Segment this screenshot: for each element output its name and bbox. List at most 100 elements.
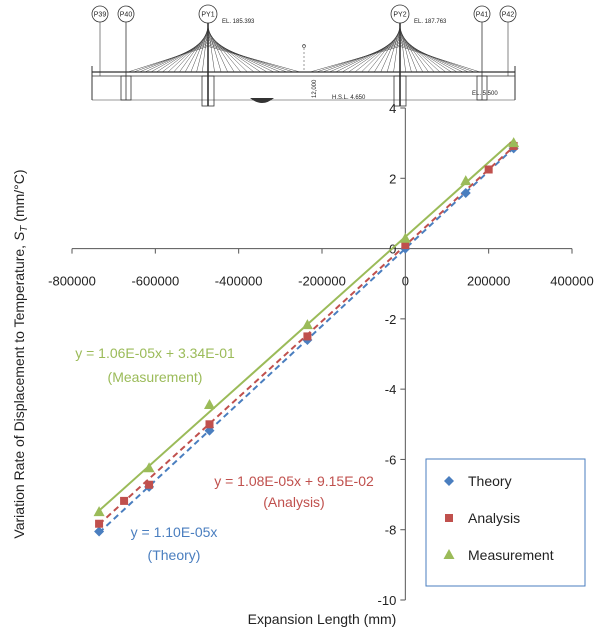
data-point-analysis [145, 480, 154, 489]
x-axis-title: Expansion Length (mm) [248, 611, 397, 627]
cable-right-1-6 [399, 33, 435, 73]
cable-right-0-1 [207, 25, 215, 73]
data-points [93, 137, 520, 537]
legend-marker-theory [444, 476, 454, 486]
cable-right-1-5 [399, 31, 429, 73]
y-tick-label: -4 [385, 382, 397, 397]
cable-left-0-10 [150, 39, 209, 73]
cable-left-1-11 [329, 41, 401, 73]
legend-marker-measurement [443, 549, 455, 559]
cable-left-0-7 [167, 35, 209, 73]
pier-label-p41: P41 [476, 12, 489, 19]
cable-right-0-8 [207, 36, 261, 73]
data-point-theory [94, 526, 105, 537]
y-axis-title: Variation Rate of Displacement to Temper… [11, 169, 30, 538]
cable-left-1-5 [367, 31, 401, 73]
data-point-measurement [93, 506, 105, 517]
y-axis-title-symbol: S [11, 231, 27, 241]
cable-left-0-11 [145, 41, 209, 73]
cable-left-1-9 [342, 38, 401, 73]
y-tick-label: -2 [385, 312, 397, 327]
cable-left-1-8 [348, 36, 401, 73]
legend-label-measurement: Measurement [468, 547, 554, 563]
elev-label-left: EL. 185.393 [222, 19, 255, 25]
cable-right-1-8 [399, 36, 446, 73]
data-point-measurement [508, 137, 520, 148]
data-point-analysis [401, 241, 410, 250]
y-axis-title-unit: (mm/°C) [11, 169, 27, 225]
cable-left-1-6 [361, 33, 401, 73]
legend: Theory Analysis Measurement [425, 458, 586, 587]
cable-right-0-7 [207, 35, 255, 73]
data-point-analysis [205, 420, 214, 429]
data-point-measurement [301, 319, 313, 330]
pier-label-p40: P40 [120, 12, 133, 19]
y-tick-label: -10 [378, 593, 397, 608]
pier-p39: P39 [91, 5, 109, 76]
x-tick-label: -200000 [298, 274, 346, 289]
foundation-blob [250, 98, 274, 103]
pier-p42: P42 [499, 5, 517, 76]
cable-right-1-1 [399, 25, 406, 73]
pier-label-py2: PY2 [393, 12, 406, 19]
cable-left-0-14 [127, 46, 209, 73]
equation-note-analysis: (Analysis) [263, 494, 324, 510]
equation-analysis: y = 1.08E-05x + 9.15E-02 [214, 473, 374, 489]
cable-right-0-9 [207, 38, 268, 73]
cable-right-0-6 [207, 33, 248, 73]
cable-right-1-11 [399, 41, 463, 73]
cable-right-0-5 [207, 31, 242, 73]
elev-label-foot: EL. 5.500 [472, 91, 498, 97]
data-point-measurement [204, 398, 215, 409]
cable-right-1-10 [399, 39, 458, 73]
equation-note-theory: (Theory) [148, 547, 201, 563]
stay-cables [127, 24, 481, 73]
elev-label-dim: 12,000 [312, 79, 318, 98]
pier-label-p39: P39 [94, 12, 107, 19]
cable-right-1-9 [399, 38, 452, 73]
trend-equations: y = 1.10E-05x (Theory) y = 1.08E-05x + 9.1… [75, 345, 374, 563]
legend-label-theory: Theory [468, 473, 512, 489]
data-point-theory [460, 188, 471, 199]
x-axis: -800000-600000-400000-200000020000040000… [48, 248, 594, 289]
cable-right-0-14 [207, 46, 301, 73]
equation-measurement: y = 1.06E-05x + 3.34E-01 [75, 345, 235, 361]
cable-right-0-10 [207, 39, 274, 73]
y-axis-title-subscript: T [19, 225, 30, 232]
y-axis-title-main: Variation Rate of Displacement to Temper… [11, 241, 27, 539]
plot-area: -800000-600000-400000-200000020000040000… [48, 101, 594, 608]
data-point-measurement [143, 462, 155, 473]
elev-label-hsl: H.S.L. 4.650 [332, 95, 366, 101]
y-tick-label: 4 [389, 101, 396, 116]
data-point-measurement [399, 232, 411, 243]
cable-left-1-7 [354, 35, 401, 73]
data-point-analysis [95, 519, 104, 528]
x-tick-label: 400000 [550, 274, 593, 289]
elev-label-right: EL. 187.763 [414, 19, 447, 25]
cable-right-1-7 [399, 35, 441, 73]
cable-left-1-1 [393, 25, 401, 73]
cable-left-0-1 [202, 25, 209, 73]
pier-p40: P40 [117, 5, 135, 101]
legend-marker-analysis [445, 514, 453, 522]
bridge-elevation-drawing: P39 P40 PY1 PY2 P41 [91, 4, 517, 107]
y-tick-label: 2 [389, 171, 396, 186]
data-point-analysis [303, 332, 312, 341]
x-tick-label: 200000 [467, 274, 510, 289]
data-point-analysis [120, 496, 129, 505]
pier-label-p42: P42 [502, 12, 515, 19]
pier-p41: P41 [473, 5, 491, 101]
cable-left-0-9 [156, 38, 209, 73]
y-tick-label: -6 [385, 452, 397, 467]
cable-left-0-6 [173, 33, 209, 73]
cable-left-1-14 [309, 46, 401, 73]
data-point-analysis [484, 165, 493, 174]
equation-theory: y = 1.10E-05x [131, 524, 218, 540]
legend-label-analysis: Analysis [468, 510, 520, 526]
data-point-measurement [460, 175, 472, 186]
cable-left-0-8 [162, 36, 209, 73]
cable-left-1-10 [335, 39, 401, 73]
x-tick-label: -400000 [215, 274, 263, 289]
y-axis: -10-8-6-4-2024 [378, 101, 406, 608]
